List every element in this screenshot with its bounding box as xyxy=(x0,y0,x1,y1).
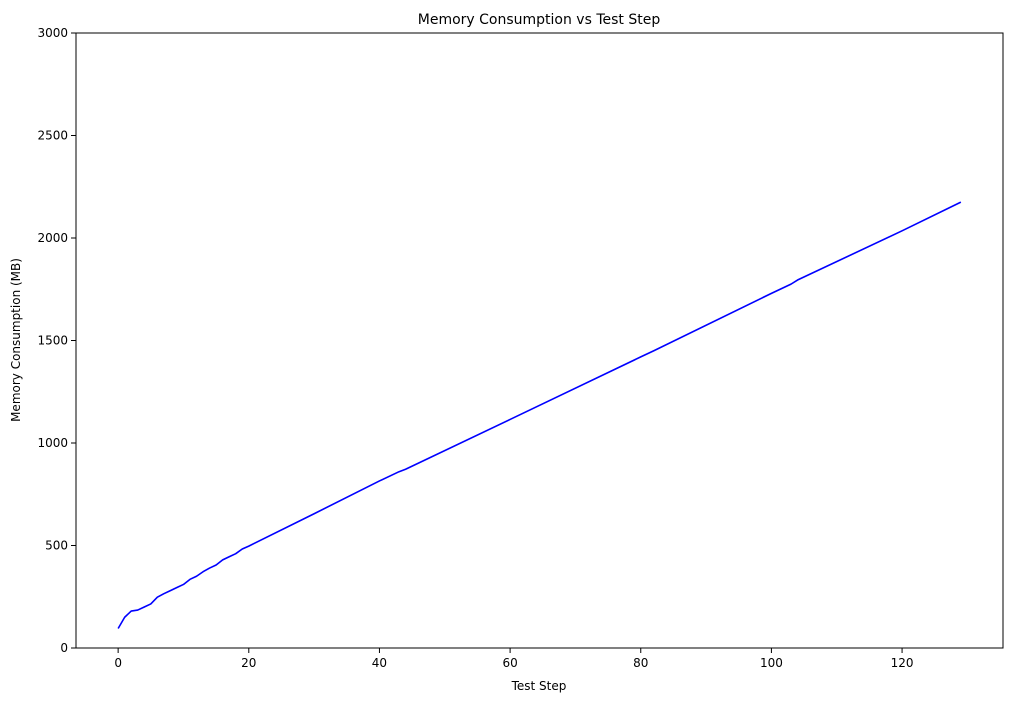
y-axis-label: Memory Consumption (MB) xyxy=(9,258,23,422)
chart-title: Memory Consumption vs Test Step xyxy=(418,12,661,28)
y-tick-label: 2500 xyxy=(37,129,68,143)
x-tick-label: 0 xyxy=(114,656,122,670)
x-tick-label: 20 xyxy=(241,656,256,670)
x-tick-label: 80 xyxy=(633,656,648,670)
y-tick-label: 2000 xyxy=(37,231,68,245)
y-tick-label: 3000 xyxy=(37,26,68,40)
y-tick-label: 500 xyxy=(45,539,68,553)
plot-area: 0 20 40 60 80 100 120 0 500 1000 1500 2000 2500 3000 xyxy=(37,26,1004,670)
x-axis-label: Test Step xyxy=(511,679,567,693)
x-tick-label: 100 xyxy=(760,656,783,670)
series-line xyxy=(117,201,962,629)
y-tick-label: 1500 xyxy=(37,334,68,348)
axes-frame xyxy=(75,32,1004,649)
x-tick-label: 40 xyxy=(372,656,387,670)
x-tick-label: 60 xyxy=(502,656,517,670)
y-tick-label: 0 xyxy=(60,641,68,655)
y-tick-label: 1000 xyxy=(37,436,68,450)
x-tick-label: 120 xyxy=(891,656,914,670)
